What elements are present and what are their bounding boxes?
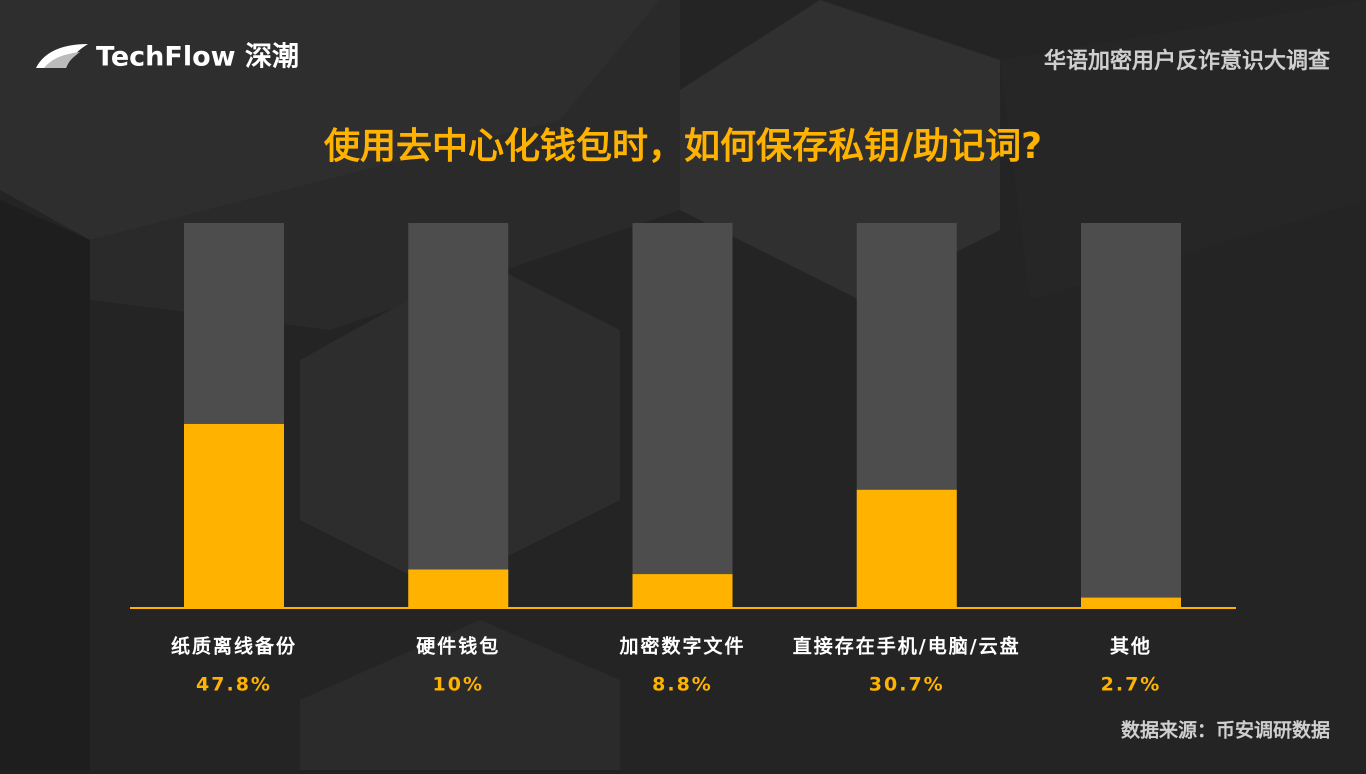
- source: 数据来源：币安调研数据: [1121, 719, 1330, 742]
- value-label: 47.8%: [196, 674, 272, 696]
- chart-title: 使用去中心化钱包时，如何保存私钥/助记词?: [324, 126, 1042, 167]
- plot: 纸质离线备份 47.8% 硬件钱包 10% 加密数字文件 8.8% 直接存在手机/电脑/云盘…: [130, 223, 1236, 696]
- bar: [1081, 597, 1181, 608]
- bar: [856, 489, 957, 608]
- value-label: 8.8%: [652, 674, 713, 696]
- bar-track: [1081, 223, 1181, 608]
- brand: TechFlow 深潮: [96, 42, 299, 73]
- category-label: 其他: [1110, 635, 1152, 658]
- value-label: 2.7%: [1101, 674, 1162, 696]
- category-label: 加密数字文件: [618, 635, 745, 658]
- bar: [184, 423, 284, 608]
- bar: [408, 569, 509, 608]
- bar-track: [632, 223, 733, 608]
- category-label: 硬件钱包: [416, 635, 500, 658]
- logo: [36, 44, 88, 68]
- subtitle: 华语加密用户反诈意识大调查: [1044, 48, 1330, 74]
- bar: [632, 574, 733, 608]
- bar-track: [408, 223, 509, 608]
- value-label: 10%: [433, 674, 484, 696]
- category-label: 纸质离线备份: [171, 635, 297, 658]
- value-label: 30.7%: [869, 674, 945, 696]
- category-label: 直接存在手机/电脑/云盘: [793, 635, 1021, 658]
